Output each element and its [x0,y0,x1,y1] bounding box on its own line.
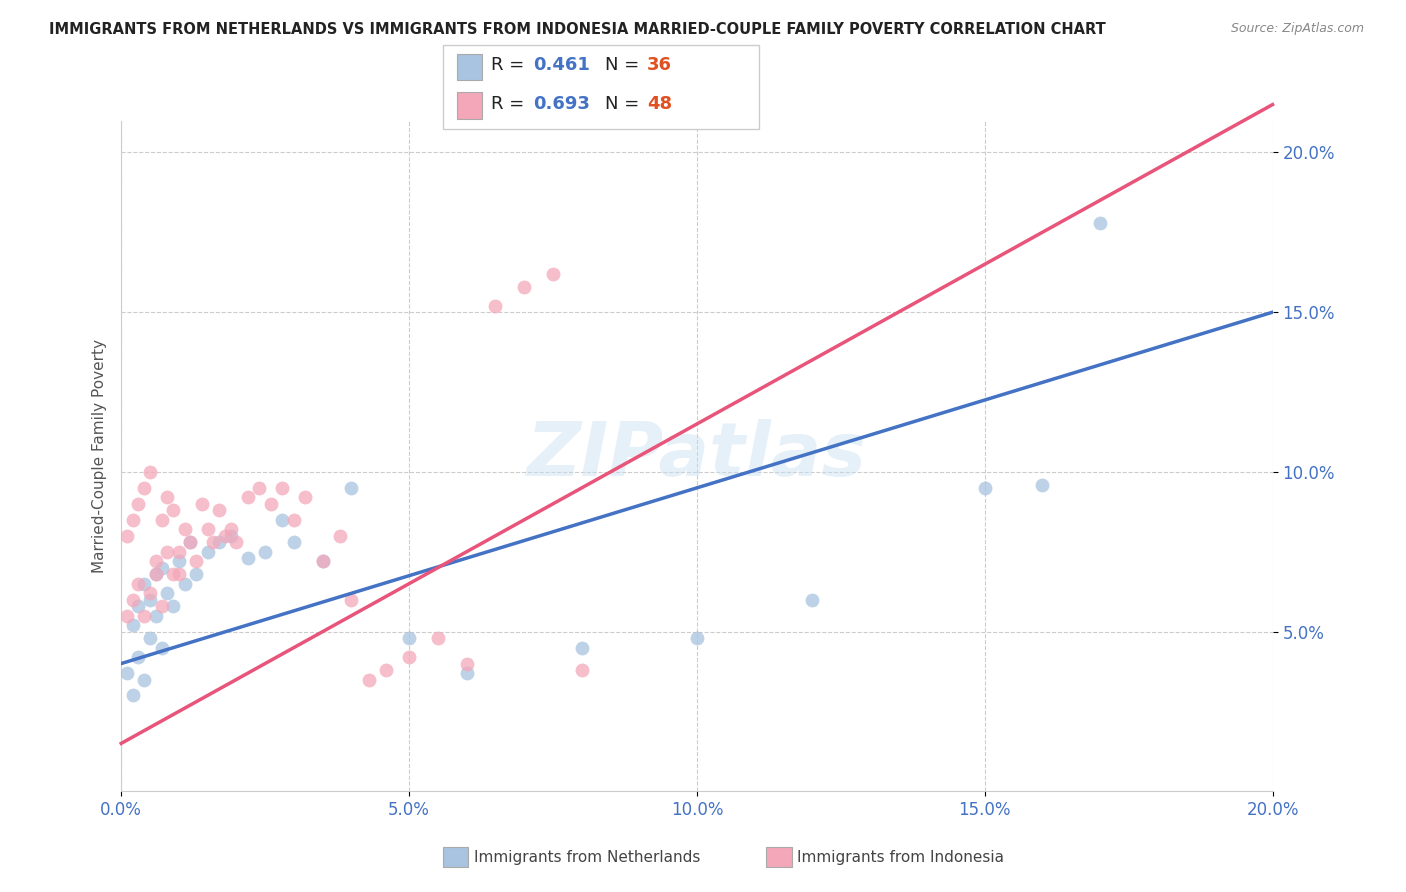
Point [219,522,242,536]
Point [214,529,236,543]
Point [271,481,294,495]
Text: 0.693: 0.693 [533,95,589,113]
Text: ZIPatlas: ZIPatlas [527,419,868,492]
Point [145,567,167,582]
Point [208,503,231,517]
Text: Immigrants from Netherlands: Immigrants from Netherlands [474,850,700,864]
Point [121,592,143,607]
Point [426,631,449,645]
Point [134,673,156,687]
Point [541,267,564,281]
Text: R =: R = [491,56,530,74]
Point [134,481,156,495]
Text: Immigrants from Indonesia: Immigrants from Indonesia [797,850,1004,864]
Point [121,618,143,632]
Point [156,491,179,505]
Point [1031,477,1053,491]
Point [1088,216,1111,230]
Point [247,481,270,495]
Point [127,599,149,613]
Point [236,491,259,505]
Point [156,586,179,600]
Point [973,481,995,495]
Point [329,529,352,543]
Point [283,535,305,549]
Point [139,586,162,600]
Text: 36: 36 [647,56,672,74]
Point [179,535,201,549]
Point [202,535,225,549]
Point [127,576,149,591]
Point [571,663,593,677]
Point [184,554,207,568]
Point [139,631,162,645]
Point [357,673,380,687]
Point [801,592,824,607]
Point [312,554,335,568]
Point [115,608,138,623]
Point [156,545,179,559]
Point [197,522,219,536]
Point [173,522,195,536]
Point [571,640,593,655]
Point [162,503,184,517]
Point [191,497,214,511]
Text: N =: N = [605,95,644,113]
Point [167,567,190,582]
Point [236,551,259,566]
Point [121,689,143,703]
Point [398,650,420,665]
Point [513,279,536,293]
Point [150,640,173,655]
Point [150,599,173,613]
Point [219,529,242,543]
Y-axis label: Married-Couple Family Poverty: Married-Couple Family Poverty [93,339,107,573]
Point [145,567,167,582]
Point [283,513,305,527]
Point [162,599,184,613]
Point [254,545,277,559]
Text: R =: R = [491,95,530,113]
Point [150,560,173,574]
Point [167,545,190,559]
Point [145,554,167,568]
Point [139,465,162,479]
Point [398,631,420,645]
Text: 48: 48 [647,95,672,113]
Point [127,650,149,665]
Point [162,567,184,582]
Point [225,535,247,549]
Point [312,554,335,568]
Point [121,513,143,527]
Point [179,535,201,549]
Point [127,497,149,511]
Point [115,666,138,681]
Text: Source: ZipAtlas.com: Source: ZipAtlas.com [1230,22,1364,36]
Point [260,497,283,511]
Point [340,592,363,607]
Point [197,545,219,559]
Point [375,663,398,677]
Point [340,481,363,495]
Point [134,576,156,591]
Point [271,513,294,527]
Point [173,576,195,591]
Point [456,666,478,681]
Point [184,567,207,582]
Point [139,592,162,607]
Point [134,608,156,623]
Point [294,491,316,505]
Text: 0.461: 0.461 [533,56,589,74]
Point [208,535,231,549]
Point [145,608,167,623]
Text: IMMIGRANTS FROM NETHERLANDS VS IMMIGRANTS FROM INDONESIA MARRIED-COUPLE FAMILY P: IMMIGRANTS FROM NETHERLANDS VS IMMIGRANT… [49,22,1107,37]
Point [150,513,173,527]
Point [115,529,138,543]
Point [456,657,478,671]
Point [686,631,709,645]
Text: N =: N = [605,56,644,74]
Point [484,299,506,313]
Point [167,554,190,568]
